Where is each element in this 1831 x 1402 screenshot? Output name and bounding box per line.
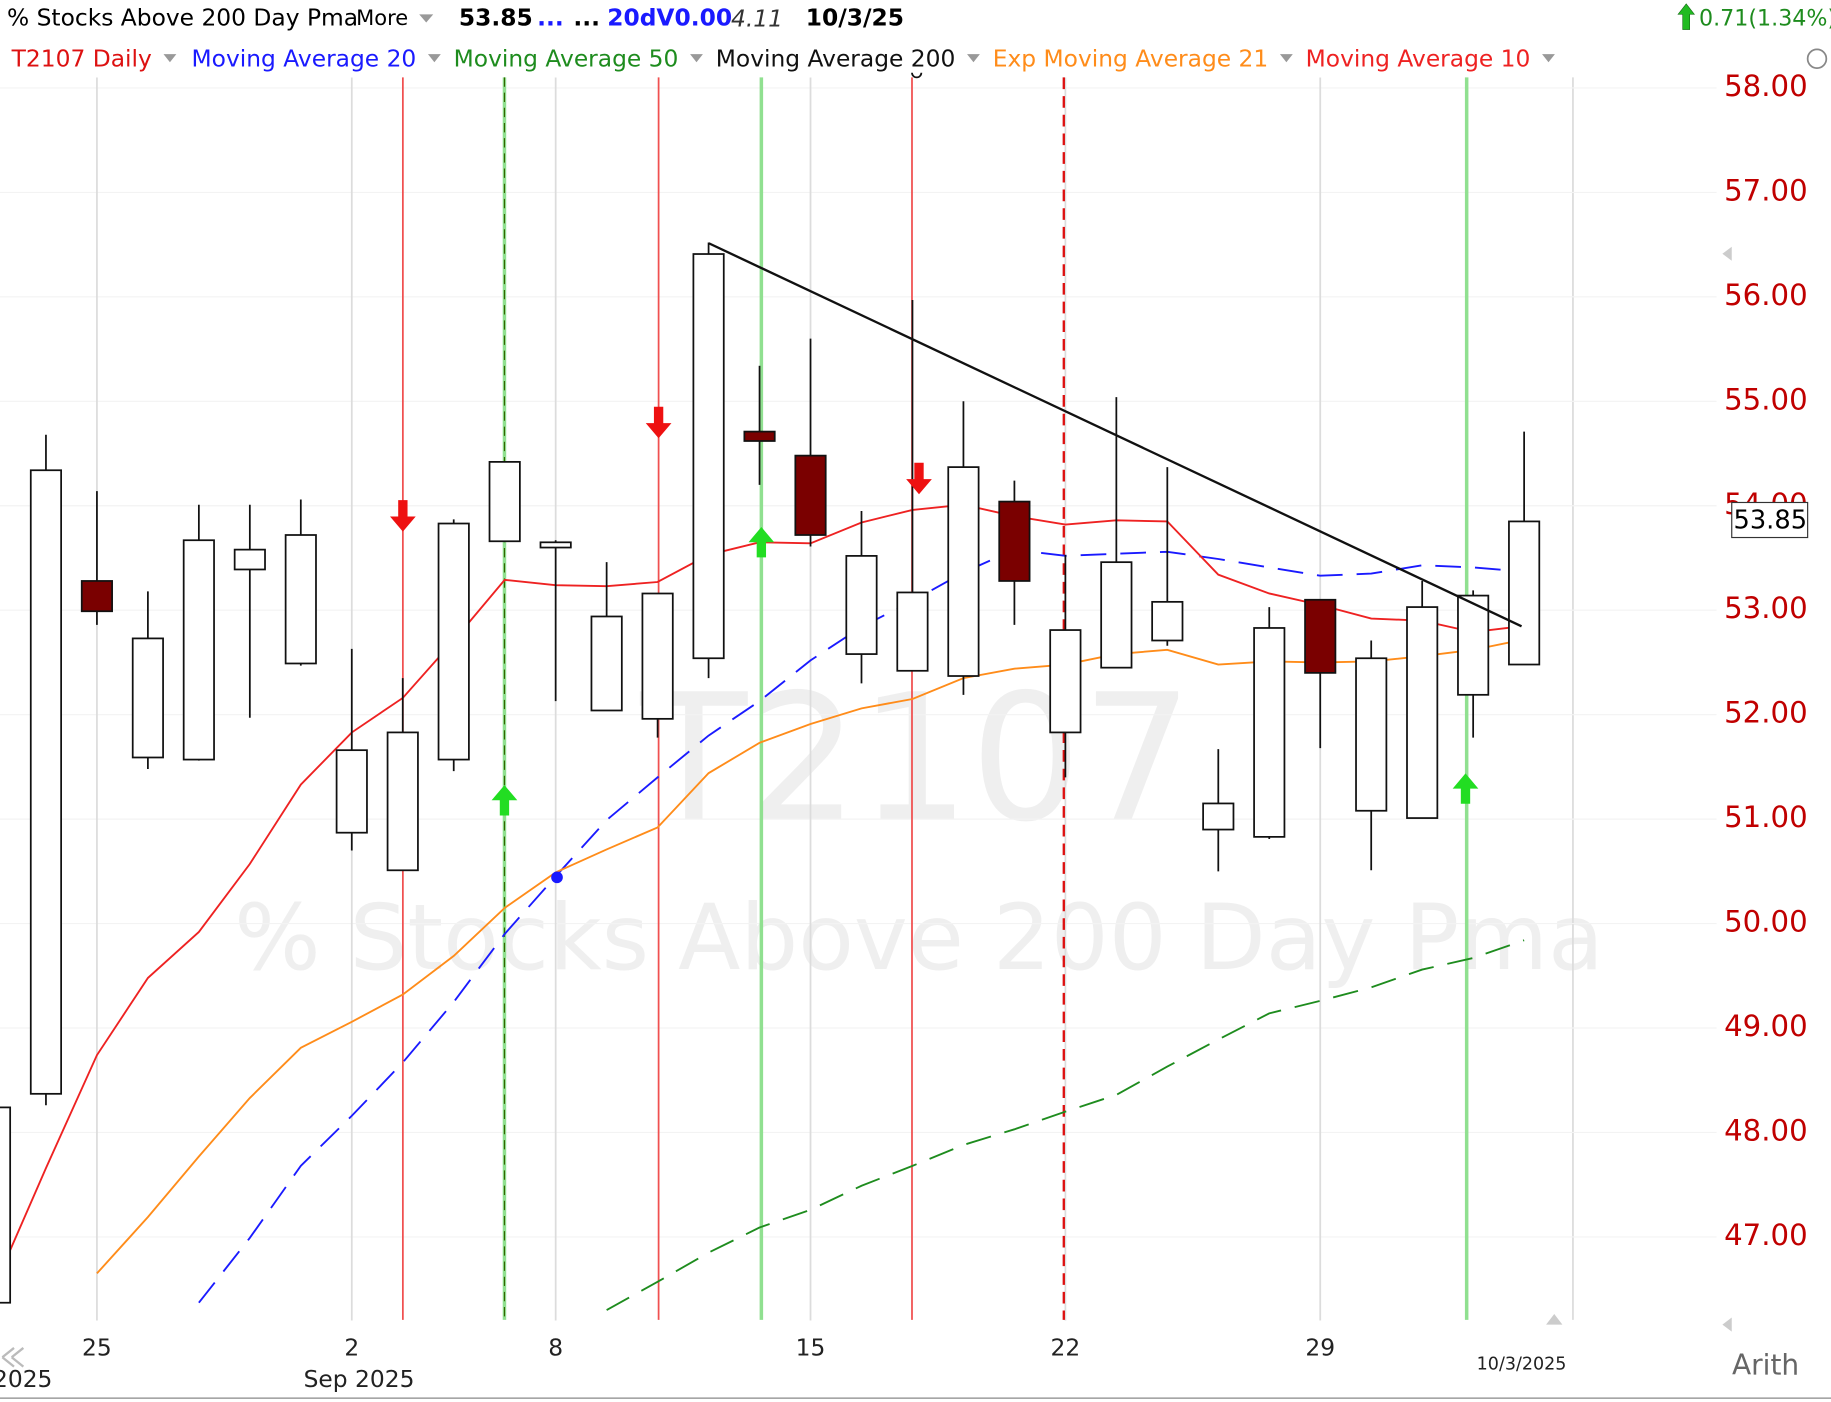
y-tick-label: 53.00	[1724, 591, 1808, 625]
dropdown-icon	[427, 54, 441, 63]
dropdown-icon[interactable]	[419, 14, 434, 23]
legend-entry: Moving Average 50	[454, 44, 679, 72]
dropdown-icon	[967, 54, 980, 63]
dropdown-icon	[1279, 54, 1293, 63]
x-tick-label: 15	[796, 1334, 826, 1362]
candle-body	[1304, 598, 1337, 674]
candle-body	[437, 522, 470, 761]
candle-body	[131, 637, 164, 759]
cross-dot	[551, 871, 563, 884]
candle-body	[1049, 629, 1082, 734]
candle-body	[947, 466, 980, 677]
legend-entry: Exp Moving Average 21	[993, 44, 1269, 72]
candle-body	[539, 541, 572, 549]
candle-body	[998, 500, 1031, 582]
sell-arrow	[906, 462, 932, 495]
candle-body	[182, 539, 215, 761]
up-icon	[1677, 3, 1695, 30]
candle-body	[80, 580, 113, 613]
candles-group	[0, 242, 1541, 1304]
candle-body	[794, 454, 827, 536]
watermark-symbol: T2107	[639, 657, 1193, 861]
scroll-icon[interactable]	[1, 1347, 25, 1368]
header-volume: 20dV0.00	[607, 4, 732, 32]
y-tick-label: 56.00	[1724, 278, 1808, 312]
candle-body	[641, 592, 674, 720]
header-title: % Stocks Above 200 Day Pma	[7, 4, 358, 32]
candle-body	[1151, 600, 1184, 642]
scale-label: Arith	[1732, 1349, 1799, 1382]
candle-body	[1253, 627, 1286, 838]
candle-body	[845, 555, 878, 655]
sell-arrow	[390, 500, 416, 532]
year-label: 2025	[0, 1365, 52, 1393]
legend-symbol: T2107 Daily	[11, 44, 152, 72]
candle-body	[284, 534, 317, 665]
candle-body	[1202, 802, 1235, 831]
marker	[911, 72, 923, 79]
candle-body	[896, 591, 929, 672]
buy-arrow	[491, 785, 518, 816]
x-tick-label: 2	[344, 1334, 359, 1362]
candle-body	[233, 548, 266, 571]
watermark-title: % Stocks Above 200 Day Pma	[234, 885, 1604, 991]
y-tick-label: 55.00	[1724, 382, 1808, 416]
legend: T2107 Daily Moving Average 20 Moving Aver…	[11, 44, 1555, 72]
watermark-group: T2107 % Stocks Above 200 Day Pma	[234, 657, 1604, 991]
buy-arrow	[1452, 773, 1479, 804]
y-tick-label: 47.00	[1724, 1218, 1808, 1252]
candle-body	[692, 253, 725, 660]
header-price: 53.85	[459, 4, 533, 32]
candle-body	[29, 469, 63, 1095]
x-tick-label: 29	[1305, 1334, 1335, 1362]
y-tick-label: 49.00	[1724, 1009, 1808, 1043]
candle-body	[386, 731, 419, 872]
legend-entry: Moving Average 200	[716, 44, 956, 72]
legend-entry: Moving Average 20	[192, 44, 417, 72]
candle-body	[1355, 657, 1388, 812]
y-tick-label: 50.00	[1724, 905, 1808, 939]
x-tick-label: 25	[82, 1334, 112, 1362]
last-price-box	[1731, 501, 1809, 539]
candle-body	[488, 461, 521, 543]
candle-body	[0, 1106, 12, 1304]
last-date-label: 10/3/2025	[1477, 1354, 1567, 1374]
candle-body	[743, 430, 776, 442]
header-dots: ...	[573, 4, 600, 32]
settings-icon[interactable]	[1806, 48, 1828, 69]
dropdown-icon	[690, 54, 703, 63]
last-price-label: 53.85	[1734, 506, 1808, 536]
candle-body	[1406, 606, 1439, 819]
sell-arrow	[645, 406, 672, 439]
y-tick-label: 57.00	[1724, 173, 1808, 207]
header: % Stocks Above 200 Day Pma More 53.85 ..…	[7, 3, 1831, 33]
dropdown-icon	[1542, 54, 1555, 63]
ma-line	[96, 638, 1525, 1275]
y-tick-label: 51.00	[1724, 800, 1808, 834]
trend-line	[708, 242, 1523, 628]
candle-body	[1457, 594, 1490, 696]
x-axis: 25 2 8 15 22 29	[82, 1334, 1335, 1362]
x-tick-label: 22	[1051, 1334, 1081, 1362]
legend-entry: Moving Average 10	[1306, 44, 1531, 72]
x-tick-label: 8	[548, 1334, 563, 1362]
ma-line	[606, 939, 1525, 1311]
candle-body	[1508, 520, 1541, 666]
candle-body	[590, 615, 623, 712]
dropdown-icon	[163, 54, 177, 63]
y-tick-label: 58.00	[1724, 69, 1808, 103]
header-dots: ...	[537, 4, 564, 32]
header-extra: 4.11	[731, 5, 783, 33]
header-date: 10/3/25	[806, 4, 904, 32]
header-change: 0.71(1.34%)	[1699, 6, 1831, 32]
more-button[interactable]: More	[356, 5, 408, 30]
candle-body	[335, 749, 368, 834]
candle-body	[1100, 561, 1133, 669]
month-label: Sep 2025	[304, 1365, 415, 1393]
y-tick-label: 52.00	[1724, 696, 1808, 730]
y-tick-label: 48.00	[1724, 1113, 1808, 1147]
